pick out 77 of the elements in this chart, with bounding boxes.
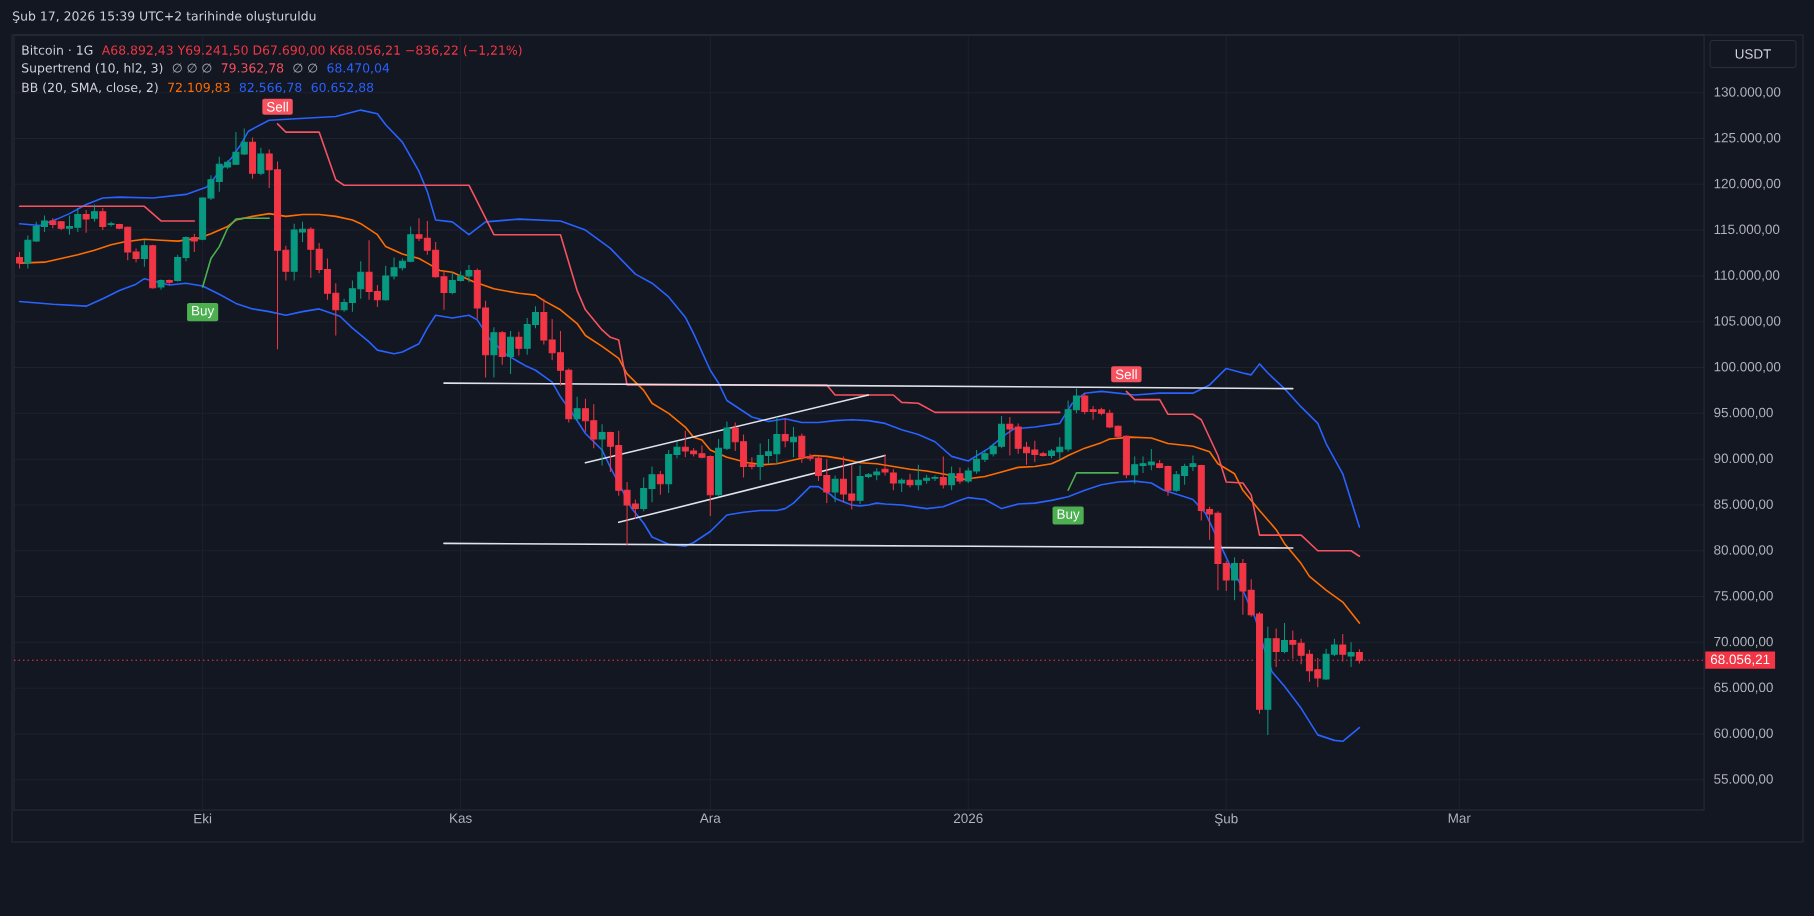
line-series <box>18 277 1361 743</box>
candlestick <box>656 470 664 496</box>
candlestick <box>598 423 606 467</box>
y-tick-label: 75.000,00 <box>1714 590 1773 603</box>
candlestick <box>190 233 198 253</box>
y-tick-label: 70.000,00 <box>1714 636 1773 648</box>
y-tick-label: 90.000,00 <box>1714 453 1773 465</box>
candlestick <box>157 279 165 291</box>
annotation: 60.652,88 <box>311 82 374 94</box>
candlestick <box>165 279 173 286</box>
candlestick <box>82 209 90 234</box>
x-tick-label: Eki <box>194 813 212 824</box>
candlestick <box>906 473 914 489</box>
text: Bitcoin · 1G <box>22 45 93 55</box>
y-tick-label: 105.000,00 <box>1714 316 1781 328</box>
candlestick <box>956 466 964 485</box>
y-tick-label: 125.000,00 <box>1714 132 1781 145</box>
candlestick <box>790 426 797 458</box>
candlestick <box>257 147 265 176</box>
x-tick-label: Şub <box>1214 813 1238 827</box>
annotation: 79.362,78 <box>221 63 284 74</box>
y-tick-label: 130.000,00 <box>1714 87 1781 99</box>
y-tick-label: 80.000,00 <box>1714 545 1773 557</box>
x-tick-label: Mar <box>1448 813 1471 823</box>
candlestick <box>781 418 789 448</box>
candlestick <box>490 326 498 379</box>
candlestick <box>1280 622 1288 654</box>
candlestick <box>16 251 24 270</box>
y-tick-label: 85.000,00 <box>1714 499 1773 511</box>
y-tick-label: 110.000,00 <box>1714 270 1780 282</box>
candlestick <box>1039 451 1047 457</box>
candlestick <box>149 244 157 290</box>
candlestick <box>249 137 257 180</box>
candlestick <box>1347 641 1355 668</box>
y-tick-label: 120.000,00 <box>1714 178 1781 190</box>
annotation: BB (20, SMA, close, 2) <box>22 82 158 94</box>
annotation: Supertrend (10, hl2, 3) <box>22 62 163 76</box>
annotation: A68.892,43 Y69.241,50 D67.690,00 K68.056,21 −836,22 (−1,21%) <box>101 45 522 57</box>
candlestick <box>57 220 65 231</box>
y-tick-label: 100.000,00 <box>1714 361 1781 374</box>
candlestick <box>515 331 523 357</box>
y-tick-label: 60.000,00 <box>1714 728 1773 740</box>
annotation: Buy <box>1057 509 1080 522</box>
y-tick-label: 65.000,00 <box>1714 682 1773 694</box>
candlestick <box>948 465 956 491</box>
candlestick <box>1339 633 1347 663</box>
annotation: ∅ ∅ ∅ <box>172 63 212 73</box>
annotation: ∅ ∅ <box>293 63 318 73</box>
ref-line-label: 68.056,21 <box>1710 654 1770 666</box>
candlestick <box>90 203 98 223</box>
candlestick <box>540 298 548 346</box>
y-tick-label: 115.000,00 <box>1714 224 1780 236</box>
text: Şub 17, 2026 15:39 UTC+2 tarihinde oluşturuldu <box>13 11 316 23</box>
candlestick <box>99 207 107 231</box>
annotation: Sell <box>266 101 288 112</box>
candlestick <box>49 217 57 229</box>
candlestick <box>831 475 839 503</box>
candlestick <box>573 396 581 422</box>
candlestick <box>507 330 515 375</box>
candlestick <box>107 221 115 227</box>
annotation: 82.566,78 <box>239 82 302 94</box>
x-tick-label: 2026 <box>953 813 983 824</box>
candlestick <box>898 477 906 493</box>
candlestick <box>498 330 506 366</box>
candlestick <box>140 239 148 268</box>
annotation: Buy <box>192 306 215 319</box>
y-tick-label: 95.000,00 <box>1714 407 1773 419</box>
x-tick-label: Kas <box>450 813 472 823</box>
x-tick-label: Ara <box>699 813 721 823</box>
annotation: 72.109,83 <box>168 82 230 94</box>
y-axis-title: USDT <box>1735 49 1772 59</box>
y-tick-label: 55.000,00 <box>1714 774 1773 786</box>
candlestick <box>1231 556 1239 601</box>
annotation: 68.470,04 <box>327 63 390 74</box>
annotation: Sell <box>1115 369 1137 380</box>
candlestick <box>939 455 947 489</box>
candlestick <box>1264 626 1272 736</box>
